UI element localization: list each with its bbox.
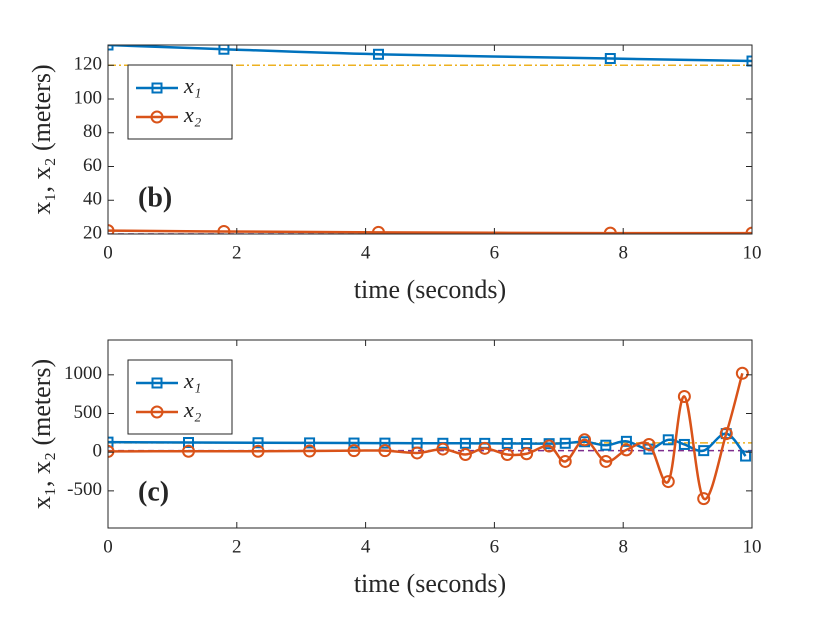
marker [150,405,164,419]
marker [410,446,424,460]
y-tick-label: 500 [74,402,103,423]
x-axis-label: time (seconds) [354,569,506,598]
legend-label: x₁ [183,73,201,98]
y-tick-label: 20 [83,222,102,243]
x-tick-label: 6 [490,536,500,557]
marker [559,437,571,449]
marker [678,438,690,450]
x-tick-label: 6 [490,242,500,263]
marker [151,377,163,389]
marker [183,437,194,449]
marker [372,48,384,60]
y-tick-label: -500 [67,479,102,500]
marker [108,436,114,448]
marker [698,445,710,457]
marker [347,444,361,458]
y-tick-label: 40 [83,189,102,210]
annotation: (c) [138,476,169,507]
x-tick-label: 8 [618,242,628,263]
y-tick-label: 0 [93,441,103,462]
legend-label: x₂ [183,102,202,127]
marker [677,389,691,403]
marker [303,444,317,458]
marker [182,444,195,458]
y-tick-label: 120 [74,54,103,75]
marker [599,454,613,468]
marker [745,226,752,234]
marker [697,492,711,506]
marker [603,226,617,234]
marker [661,475,675,489]
marker [304,437,316,449]
marker [501,437,513,449]
marker [218,45,230,55]
marker [478,441,492,455]
legend-box [127,359,233,435]
marker [151,82,163,94]
axes-box [107,339,753,529]
marker [459,437,471,449]
annotation: (b) [138,182,172,213]
x-tick-label: 0 [103,536,113,557]
x-tick-label: 4 [361,242,371,263]
marker [348,437,360,449]
y-tick-label: 1000 [64,363,102,384]
marker [108,444,115,458]
plot-area [108,366,752,506]
y-tick-label: 80 [83,121,102,142]
y-axis-label: x₁, x₂ (meters) [27,64,56,214]
marker [619,443,633,457]
marker [251,444,265,458]
series-line [108,372,744,501]
marker [458,448,472,462]
axes-box [107,44,753,235]
marker [620,435,632,447]
y-tick-label: 100 [74,87,103,108]
marker [719,427,733,441]
marker [108,224,115,234]
marker [371,225,385,234]
marker [217,224,231,234]
series-line [108,45,752,63]
x-tick-label: 2 [232,536,242,557]
x-tick-label: 10 [743,536,762,557]
marker [520,447,534,461]
legend-label: x₁ [183,368,201,393]
legend-label: x₂ [183,397,202,422]
marker [150,110,164,124]
y-tick-label: 60 [83,155,102,176]
marker [578,433,592,447]
marker [604,53,616,64]
x-axis-label: time (seconds) [354,275,506,304]
y-axis-label: x₁, x₂ (meters) [27,359,56,509]
marker [740,450,752,462]
marker [436,442,450,456]
marker [500,448,514,462]
marker [600,439,612,451]
x-tick-label: 0 [103,242,113,263]
legend-box [127,64,233,140]
marker [746,55,752,67]
marker [662,434,674,446]
marker [642,437,656,451]
marker [379,437,391,449]
x-tick-label: 10 [743,242,762,263]
x-tick-label: 4 [361,536,371,557]
marker [378,444,392,458]
x-tick-label: 8 [618,536,628,557]
marker [542,439,556,453]
marker [558,454,572,468]
marker [735,366,749,380]
marker [437,437,449,449]
series-line [108,229,752,234]
marker [252,437,264,449]
x-tick-label: 2 [232,242,242,263]
